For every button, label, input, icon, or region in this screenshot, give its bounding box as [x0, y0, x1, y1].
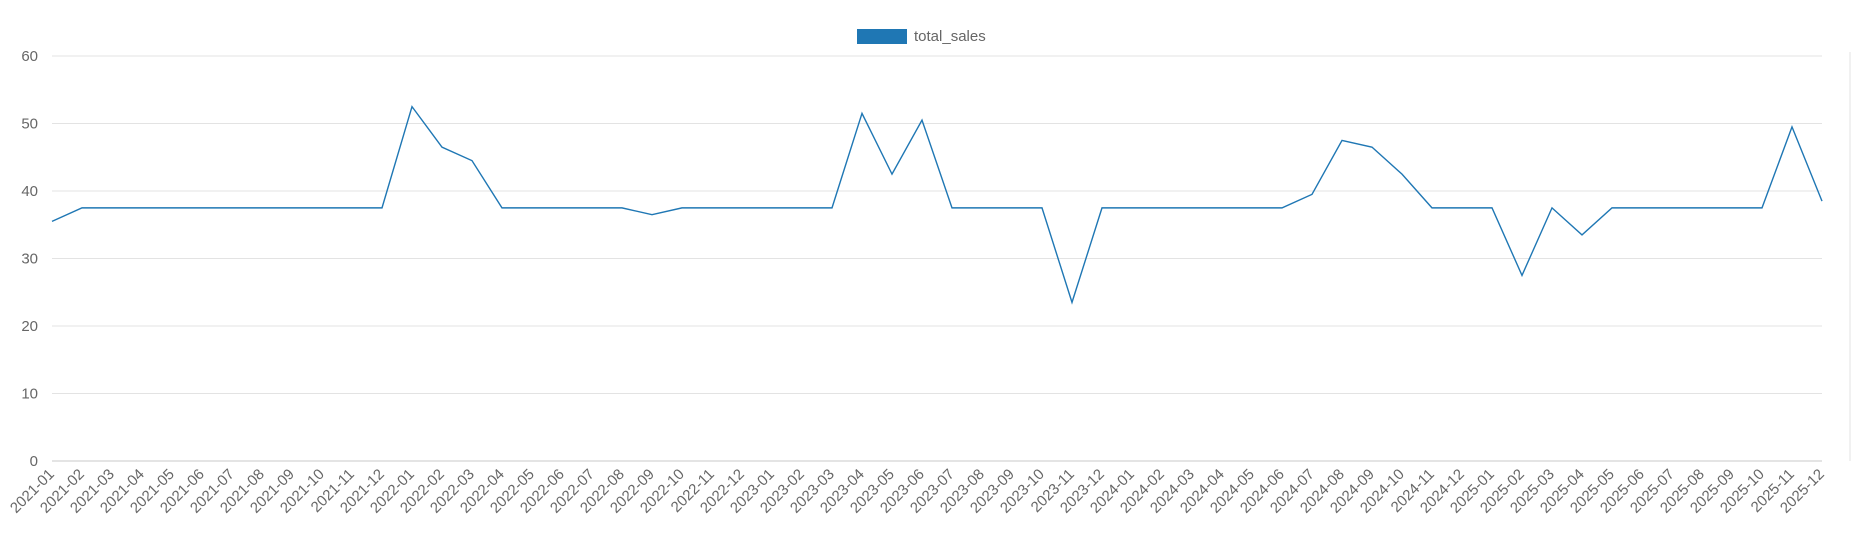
data-point-2021-06[interactable]	[199, 205, 205, 211]
y-axis: 0 10 20 30 40 50 60	[21, 48, 38, 470]
data-point-2022-10[interactable]	[679, 205, 685, 211]
data-point-2021-03[interactable]	[109, 205, 115, 211]
data-point-2024-04[interactable]	[1219, 205, 1225, 211]
data-point-2023-03[interactable]	[829, 205, 835, 211]
x-axis: 2021-012021-022021-032021-042021-052021-…	[7, 466, 1828, 517]
data-point-2024-03[interactable]	[1189, 205, 1195, 211]
data-point-2022-09[interactable]	[649, 212, 655, 218]
data-point-2025-04[interactable]	[1579, 232, 1585, 238]
data-point-2023-04[interactable]	[859, 110, 865, 116]
data-point-2024-12[interactable]	[1459, 205, 1465, 211]
data-point-2023-06[interactable]	[919, 117, 925, 123]
legend[interactable]: total_sales	[857, 28, 986, 45]
gridlines	[52, 52, 1851, 462]
series-line-total-sales[interactable]	[51, 105, 1823, 305]
data-point-2025-07[interactable]	[1669, 205, 1675, 211]
data-point-2025-03[interactable]	[1549, 205, 1555, 211]
data-point-2025-01[interactable]	[1489, 205, 1495, 211]
data-point-2023-07[interactable]	[949, 205, 955, 211]
data-point-2025-11[interactable]	[1789, 124, 1795, 130]
legend-label-total-sales[interactable]: total_sales	[914, 28, 986, 45]
y-tick-label-10: 10	[21, 386, 38, 403]
data-point-2022-11[interactable]	[709, 205, 715, 211]
data-point-2025-06[interactable]	[1639, 205, 1645, 211]
data-point-2022-04[interactable]	[499, 205, 505, 211]
data-point-2022-02[interactable]	[439, 144, 445, 150]
data-point-2025-09[interactable]	[1729, 205, 1735, 211]
data-point-2024-10[interactable]	[1399, 171, 1405, 177]
data-point-2022-06[interactable]	[559, 205, 565, 211]
data-point-2023-08[interactable]	[979, 205, 985, 211]
y-tick-label-0: 0	[30, 453, 38, 470]
data-point-2024-05[interactable]	[1249, 205, 1255, 211]
data-point-2022-12[interactable]	[739, 205, 745, 211]
data-point-2021-04[interactable]	[139, 205, 145, 211]
data-point-2021-05[interactable]	[169, 205, 175, 211]
data-point-2022-07[interactable]	[589, 205, 595, 211]
data-point-2023-05[interactable]	[889, 171, 895, 177]
data-point-2023-11[interactable]	[1069, 299, 1075, 305]
data-point-2024-08[interactable]	[1339, 137, 1345, 143]
y-tick-label-50: 50	[21, 116, 38, 133]
data-point-2022-01[interactable]	[409, 104, 415, 110]
y-tick-label-30: 30	[21, 251, 38, 268]
data-point-2021-10[interactable]	[319, 205, 325, 211]
data-point-2025-10[interactable]	[1759, 205, 1765, 211]
data-point-2023-01[interactable]	[769, 205, 775, 211]
data-point-2025-05[interactable]	[1609, 205, 1615, 211]
data-point-2025-02[interactable]	[1519, 272, 1525, 278]
data-point-2023-12[interactable]	[1099, 205, 1105, 211]
data-point-2023-02[interactable]	[799, 205, 805, 211]
data-point-2021-08[interactable]	[259, 205, 265, 211]
data-point-2023-10[interactable]	[1039, 205, 1045, 211]
data-point-2023-09[interactable]	[1009, 205, 1015, 211]
y-tick-label-20: 20	[21, 318, 38, 335]
data-point-2022-05[interactable]	[529, 205, 535, 211]
data-point-2021-09[interactable]	[289, 205, 295, 211]
data-point-2022-03[interactable]	[469, 158, 475, 164]
data-point-2024-06[interactable]	[1279, 205, 1285, 211]
data-point-2024-01[interactable]	[1129, 205, 1135, 211]
data-point-2021-01[interactable]	[49, 218, 55, 224]
y-tick-label-60: 60	[21, 48, 38, 65]
data-point-2025-12[interactable]	[1819, 198, 1825, 204]
data-point-2024-09[interactable]	[1369, 144, 1375, 150]
data-point-2021-07[interactable]	[229, 205, 235, 211]
data-point-2025-08[interactable]	[1699, 205, 1705, 211]
series-layer	[49, 104, 1825, 305]
data-point-2021-11[interactable]	[349, 205, 355, 211]
data-point-2021-12[interactable]	[379, 205, 385, 211]
legend-swatch-total-sales[interactable]	[857, 29, 907, 44]
data-point-2024-02[interactable]	[1159, 205, 1165, 211]
data-point-2024-07[interactable]	[1309, 191, 1315, 197]
y-tick-label-40: 40	[21, 183, 38, 200]
data-point-2024-11[interactable]	[1429, 205, 1435, 211]
data-point-2022-08[interactable]	[619, 205, 625, 211]
data-point-2021-02[interactable]	[79, 205, 85, 211]
